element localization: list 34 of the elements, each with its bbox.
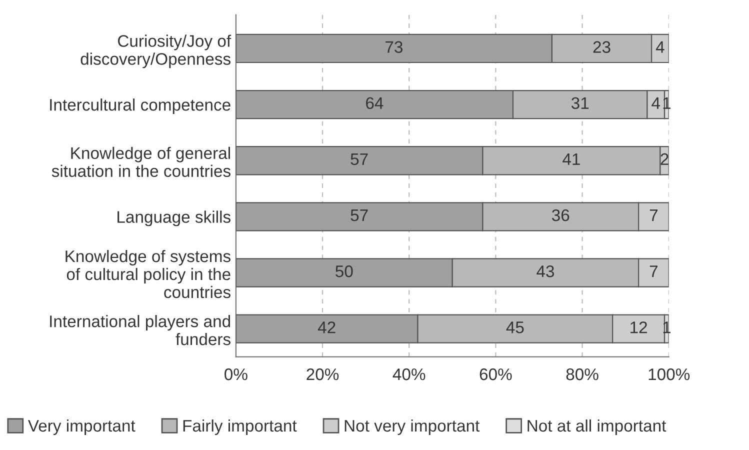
data-label: 4 bbox=[652, 97, 660, 109]
data-label: 31 bbox=[571, 97, 589, 110]
data-label: 2 bbox=[660, 153, 668, 165]
x-tick-label: 100% bbox=[648, 368, 690, 380]
y-tick-label: Intercultural competence bbox=[50, 98, 230, 114]
data-label: 36 bbox=[552, 209, 570, 222]
legend-label: Not at all important bbox=[528, 419, 666, 435]
legend-label: Not very important bbox=[344, 419, 480, 435]
data-label: 7 bbox=[650, 266, 658, 278]
data-label: 42 bbox=[318, 321, 336, 334]
data-label: 57 bbox=[350, 210, 368, 222]
data-label: 57 bbox=[350, 153, 368, 166]
data-label: 41 bbox=[562, 153, 580, 165]
x-tick-label: 60% bbox=[480, 368, 512, 380]
data-label: 12 bbox=[630, 321, 647, 334]
y-tick-label: Knowledge of general situation in the countries bbox=[52, 146, 230, 178]
y-tick-label: Curiosity/Joy of discovery/Openness bbox=[80, 34, 232, 68]
y-tick-label: Knowledge of systems of cultural policy in the countries bbox=[66, 250, 230, 298]
data-label: 73 bbox=[386, 41, 402, 53]
x-tick-label: 80% bbox=[566, 368, 598, 380]
data-label: 23 bbox=[593, 41, 610, 53]
data-label: 43 bbox=[536, 265, 554, 278]
data-label: 7 bbox=[650, 210, 658, 221]
x-tick-label: 20% bbox=[306, 368, 339, 380]
data-label: 4 bbox=[656, 41, 664, 53]
x-tick-label: 0% bbox=[224, 368, 248, 380]
y-tick-label: International players and funders bbox=[50, 315, 230, 346]
y-tick-label: Language skills bbox=[118, 210, 230, 226]
data-label: 45 bbox=[506, 322, 524, 334]
legend-label: Very important bbox=[28, 419, 136, 435]
x-tick-label: 40% bbox=[392, 368, 426, 380]
data-label: 64 bbox=[366, 97, 384, 110]
legend-label: Fairly important bbox=[183, 419, 297, 435]
data-label: 50 bbox=[336, 265, 353, 278]
